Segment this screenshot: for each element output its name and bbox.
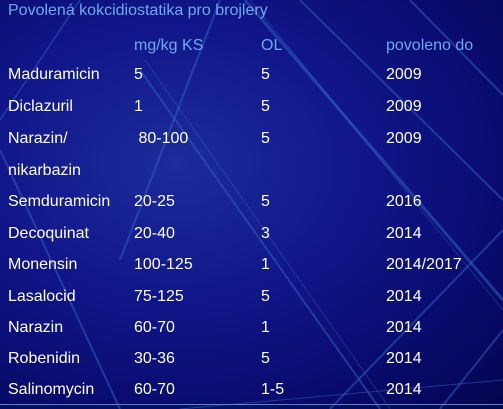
row-4-ol: 5	[261, 193, 270, 210]
row-2-allowed-until: 2009	[386, 130, 422, 147]
row-0-dose: 5	[134, 66, 143, 83]
row-8-allowed-until: 2014	[386, 319, 422, 336]
row-6-allowed-until: 2014/2017	[386, 256, 462, 273]
row-5-ol: 3	[261, 225, 270, 242]
row-0-ol: 5	[261, 66, 270, 83]
row-7-dose: 75-125	[134, 288, 184, 305]
row-0-name: Maduramicin	[8, 66, 100, 83]
row-6-ol: 1	[261, 256, 270, 273]
row-0-allowed-until: 2009	[386, 66, 422, 83]
row-5-dose: 20-40	[134, 225, 175, 242]
column-header-allowed-until: povoleno do	[386, 37, 474, 54]
row-9-name: Robenidin	[8, 350, 81, 367]
row-3-name: nikarbazin	[8, 162, 81, 179]
row-5-name: Decoquinat	[8, 225, 89, 242]
row-7-allowed-until: 2014	[386, 288, 422, 305]
row-2-ol: 5	[261, 130, 270, 147]
row-4-allowed-until: 2016	[386, 193, 422, 210]
row-9-allowed-until: 2014	[386, 350, 422, 367]
row-10-dose: 60-70	[134, 381, 175, 398]
row-1-allowed-until: 2009	[386, 98, 422, 115]
row-1-name: Diclazuril	[8, 98, 73, 115]
column-header-dose: mg/kg KS	[134, 37, 204, 54]
row-4-name: Semduramicin	[8, 193, 111, 210]
row-9-ol: 5	[261, 350, 270, 367]
row-1-ol: 5	[261, 98, 270, 115]
row-10-ol: 1-5	[261, 381, 285, 398]
row-8-ol: 1	[261, 319, 270, 336]
slide-title: Povolená kokcidiostatika pro brojlery	[8, 2, 268, 19]
row-7-ol: 5	[261, 288, 270, 305]
row-6-dose: 100-125	[134, 256, 193, 273]
row-2-name: Narazin/	[8, 130, 68, 147]
row-10-allowed-until: 2014	[386, 381, 422, 398]
row-1-dose: 1	[134, 98, 143, 115]
row-10-name: Salinomycin	[8, 381, 95, 398]
row-4-dose: 20-25	[134, 193, 175, 210]
row-9-dose: 30-36	[134, 350, 175, 367]
row-2-dose: 80-100	[134, 130, 189, 147]
row-8-dose: 60-70	[134, 319, 175, 336]
row-8-name: Narazin	[8, 319, 64, 336]
row-5-allowed-until: 2014	[386, 225, 422, 242]
row-7-name: Lasalocid	[8, 288, 76, 305]
column-header-ol: OL	[261, 37, 283, 54]
bottom-divider	[0, 404, 503, 405]
row-6-name: Monensin	[8, 256, 78, 273]
